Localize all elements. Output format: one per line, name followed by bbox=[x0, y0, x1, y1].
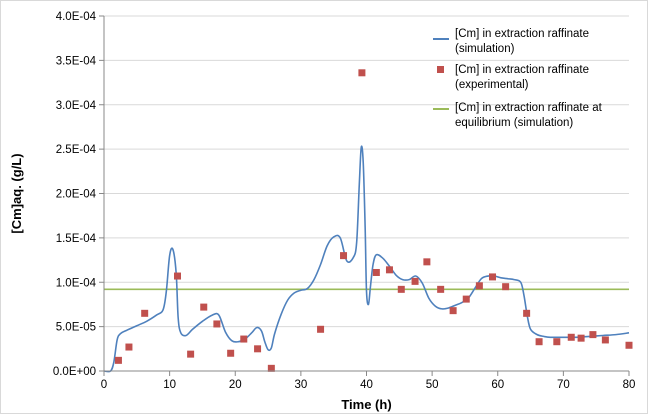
y-axis-title: [Cm]aq. (g/L) bbox=[9, 153, 24, 233]
x-tick-label-0: 0 bbox=[101, 379, 107, 391]
data-point-experimental-9 bbox=[254, 345, 262, 353]
data-point-experimental-25 bbox=[523, 309, 531, 317]
data-point-experimental-27 bbox=[553, 338, 561, 346]
grid-lines bbox=[104, 15, 629, 328]
series-line-simulation bbox=[103, 145, 630, 373]
x-axis-title: Time (h) bbox=[341, 397, 391, 412]
data-point-experimental-7 bbox=[227, 349, 235, 357]
legend-label-equilibrium-line1: [Cm] in extraction raffinate at bbox=[455, 102, 603, 114]
plot-series bbox=[103, 69, 633, 373]
y-tick-label-1: 5.0E-05 bbox=[56, 322, 96, 334]
x-tick-label-7: 70 bbox=[557, 379, 570, 391]
legend: [Cm] in extraction raffinate (simulation… bbox=[433, 28, 603, 129]
legend-entry-experimental: [Cm] in extraction raffinate (experiment… bbox=[437, 64, 589, 91]
legend-label-simulation-line1: [Cm] in extraction raffinate bbox=[455, 28, 589, 40]
data-point-experimental-3 bbox=[174, 272, 181, 280]
y-tick-label-7: 3.5E-04 bbox=[56, 55, 97, 67]
data-point-experimental-17 bbox=[411, 277, 419, 285]
data-point-experimental-29 bbox=[577, 334, 585, 342]
data-point-experimental-6 bbox=[213, 320, 221, 328]
legend-entry-equilibrium: [Cm] in extraction raffinate at equilibr… bbox=[433, 102, 603, 129]
data-point-experimental-12 bbox=[340, 252, 348, 260]
data-point-experimental-32 bbox=[625, 341, 633, 349]
y-tick-label-6: 3.0E-04 bbox=[56, 100, 97, 112]
y-tick-label-2: 1.0E-04 bbox=[56, 277, 97, 289]
legend-label-equilibrium-line2: equilibrium (simulation) bbox=[455, 117, 573, 129]
x-tick-label-6: 60 bbox=[491, 379, 504, 391]
data-point-experimental-20 bbox=[449, 307, 457, 315]
data-point-experimental-30 bbox=[589, 331, 597, 339]
legend-swatch-experimental bbox=[437, 66, 444, 73]
legend-label-simulation-line2: (simulation) bbox=[455, 43, 515, 55]
data-point-experimental-15 bbox=[385, 266, 393, 274]
data-point-experimental-22 bbox=[475, 282, 483, 290]
legend-label-experimental-line2: (experimental) bbox=[455, 79, 529, 91]
data-point-experimental-8 bbox=[240, 335, 248, 343]
data-point-experimental-18 bbox=[423, 258, 431, 266]
x-tick-label-2: 20 bbox=[229, 379, 242, 391]
y-tick-label-3: 1.5E-04 bbox=[56, 233, 97, 245]
data-point-experimental-26 bbox=[535, 338, 543, 346]
data-point-experimental-5 bbox=[200, 303, 208, 311]
data-point-experimental-28 bbox=[567, 333, 575, 341]
data-point-experimental-16 bbox=[397, 285, 405, 293]
x-tick-label-8: 80 bbox=[623, 379, 636, 391]
y-tick-label-0: 0.0E+00 bbox=[53, 366, 96, 378]
x-tick-label-4: 40 bbox=[360, 379, 373, 391]
legend-entry-simulation: [Cm] in extraction raffinate (simulation… bbox=[433, 28, 589, 55]
data-point-experimental-31 bbox=[601, 336, 609, 344]
data-point-experimental-2 bbox=[141, 309, 149, 317]
x-tick-label-5: 50 bbox=[426, 379, 439, 391]
data-point-experimental-13 bbox=[358, 69, 366, 77]
data-point-experimental-14 bbox=[372, 268, 380, 276]
data-point-experimental-24 bbox=[502, 283, 510, 291]
y-tick-label-4: 2.0E-04 bbox=[56, 189, 97, 201]
tick-labels: 0 10 20 30 40 50 60 70 80 0.0E+00 5.0E-05 1.0E-04 1.… bbox=[53, 11, 636, 391]
data-point-experimental-11 bbox=[317, 325, 325, 333]
legend-label-experimental-line1: [Cm] in extraction raffinate bbox=[455, 64, 589, 76]
data-point-experimental-19 bbox=[437, 285, 445, 293]
data-point-experimental-10 bbox=[267, 364, 275, 372]
data-point-experimental-4 bbox=[187, 350, 195, 358]
y-tick-label-8: 4.0E-04 bbox=[56, 11, 97, 23]
data-point-experimental-21 bbox=[462, 295, 470, 303]
data-point-experimental-1 bbox=[125, 343, 133, 351]
data-point-experimental-0 bbox=[114, 356, 122, 364]
data-point-experimental-23 bbox=[489, 273, 496, 281]
y-tick-label-5: 2.5E-04 bbox=[56, 144, 97, 156]
x-tick-label-3: 30 bbox=[294, 379, 307, 391]
x-tick-label-1: 10 bbox=[163, 379, 176, 391]
